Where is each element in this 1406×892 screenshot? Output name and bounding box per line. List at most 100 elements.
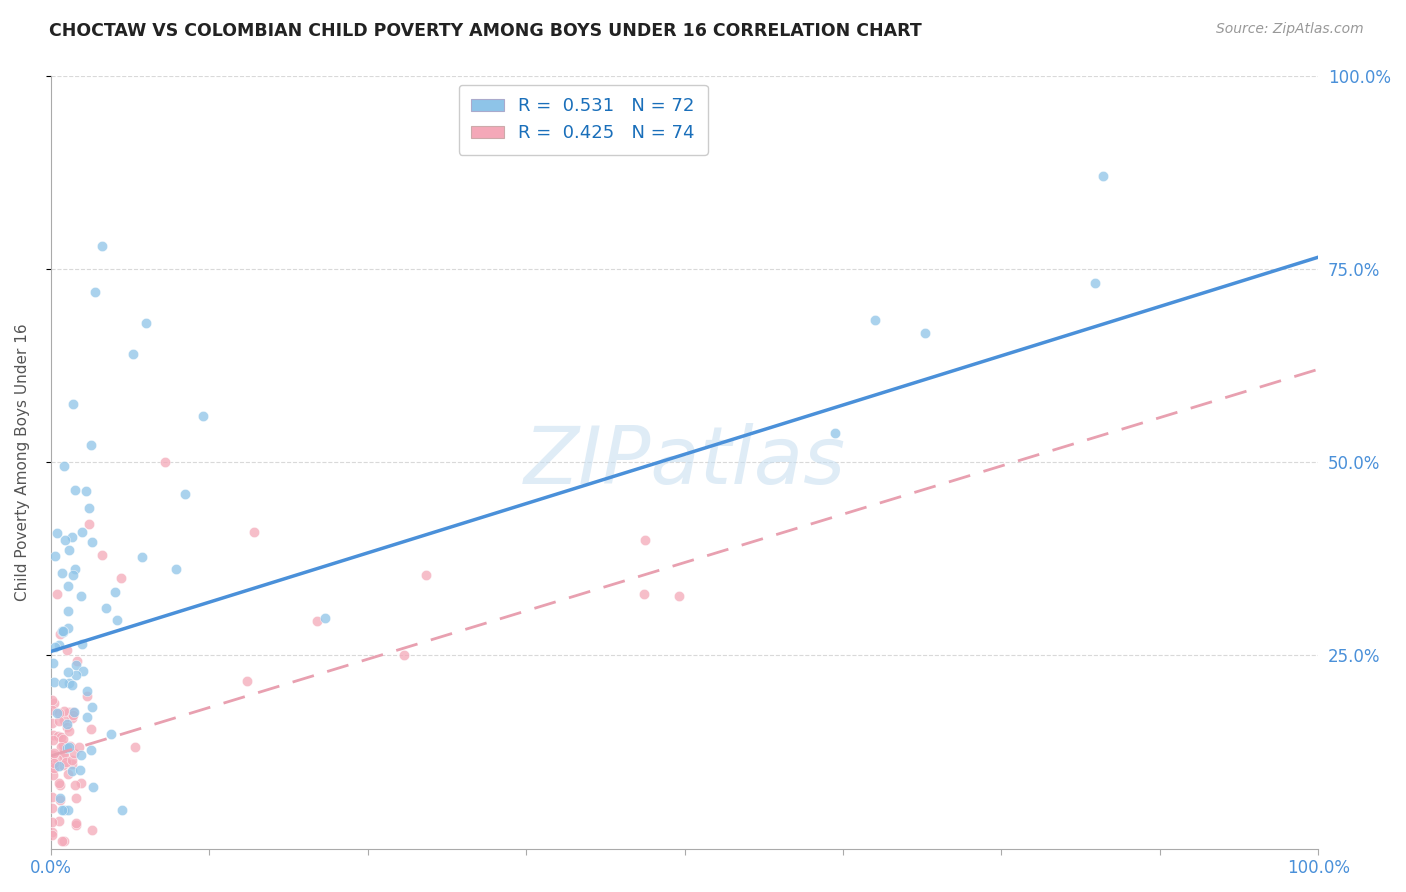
Point — [44, 549, 66, 564]
Point — [41, 692, 63, 706]
Point — [96, 601, 118, 615]
Point — [58, 723, 80, 738]
Point — [46, 752, 69, 766]
Point — [63, 483, 86, 497]
Point — [80, 438, 103, 452]
Point — [70, 637, 93, 651]
Point — [914, 326, 936, 340]
Point — [77, 501, 100, 516]
Point — [110, 571, 132, 585]
Point — [58, 604, 80, 618]
Point — [41, 815, 63, 830]
Point — [135, 316, 157, 330]
Point — [76, 689, 98, 703]
Point — [41, 703, 63, 717]
Point — [48, 638, 70, 652]
Text: ZIPatlas: ZIPatlas — [523, 423, 845, 501]
Point — [75, 484, 97, 499]
Point — [49, 793, 72, 807]
Point — [60, 678, 83, 692]
Point — [65, 815, 87, 830]
Point — [58, 676, 80, 690]
Point — [53, 704, 76, 718]
Point — [46, 729, 69, 743]
Point — [42, 747, 65, 762]
Point — [48, 627, 70, 641]
Point — [42, 728, 65, 742]
Point — [42, 746, 65, 760]
Point — [56, 643, 79, 657]
Point — [131, 549, 153, 564]
Point — [56, 803, 79, 817]
Point — [60, 530, 83, 544]
Point — [60, 757, 83, 772]
Point — [44, 640, 66, 654]
Point — [62, 705, 84, 719]
Point — [55, 755, 77, 769]
Point — [824, 425, 846, 440]
Point — [82, 780, 104, 795]
Point — [236, 673, 259, 688]
Point — [53, 458, 76, 473]
Point — [60, 711, 83, 725]
Point — [58, 705, 80, 719]
Point — [1091, 169, 1114, 183]
Point — [53, 749, 76, 764]
Point — [80, 722, 103, 736]
Point — [415, 568, 437, 582]
Point — [52, 714, 75, 728]
Point — [104, 585, 127, 599]
Point — [44, 696, 66, 710]
Point — [53, 803, 76, 817]
Point — [56, 717, 79, 731]
Point — [41, 789, 63, 804]
Point — [66, 654, 89, 668]
Point — [56, 767, 79, 781]
Point — [41, 716, 63, 731]
Point — [65, 658, 87, 673]
Point — [76, 684, 98, 698]
Point — [41, 828, 63, 842]
Point — [105, 613, 128, 627]
Point — [41, 759, 63, 773]
Point — [48, 776, 70, 790]
Point — [49, 790, 72, 805]
Point — [58, 543, 80, 558]
Point — [48, 706, 70, 720]
Point — [49, 730, 72, 744]
Point — [52, 739, 75, 753]
Point — [44, 761, 66, 775]
Point — [58, 579, 80, 593]
Point — [52, 758, 75, 772]
Point — [122, 347, 145, 361]
Point — [53, 533, 76, 548]
Point — [65, 818, 87, 832]
Point — [80, 743, 103, 757]
Point — [63, 562, 86, 576]
Point — [52, 676, 75, 690]
Text: CHOCTAW VS COLOMBIAN CHILD POVERTY AMONG BOYS UNDER 16 CORRELATION CHART: CHOCTAW VS COLOMBIAN CHILD POVERTY AMONG… — [49, 22, 922, 40]
Point — [58, 620, 80, 634]
Point — [58, 739, 80, 754]
Point — [863, 313, 886, 327]
Point — [69, 747, 91, 762]
Point — [668, 589, 690, 603]
Point — [48, 714, 70, 729]
Point — [60, 753, 83, 767]
Point — [48, 779, 70, 793]
Point — [52, 731, 75, 746]
Point — [52, 745, 75, 759]
Point — [63, 706, 86, 720]
Point — [314, 611, 336, 625]
Point — [153, 455, 176, 469]
Point — [70, 589, 93, 603]
Point — [65, 667, 87, 681]
Point — [242, 524, 264, 539]
Point — [45, 587, 67, 601]
Point — [72, 525, 94, 540]
Point — [56, 665, 79, 679]
Point — [51, 803, 73, 817]
Point — [51, 624, 73, 639]
Point — [633, 587, 655, 601]
Point — [51, 566, 73, 581]
